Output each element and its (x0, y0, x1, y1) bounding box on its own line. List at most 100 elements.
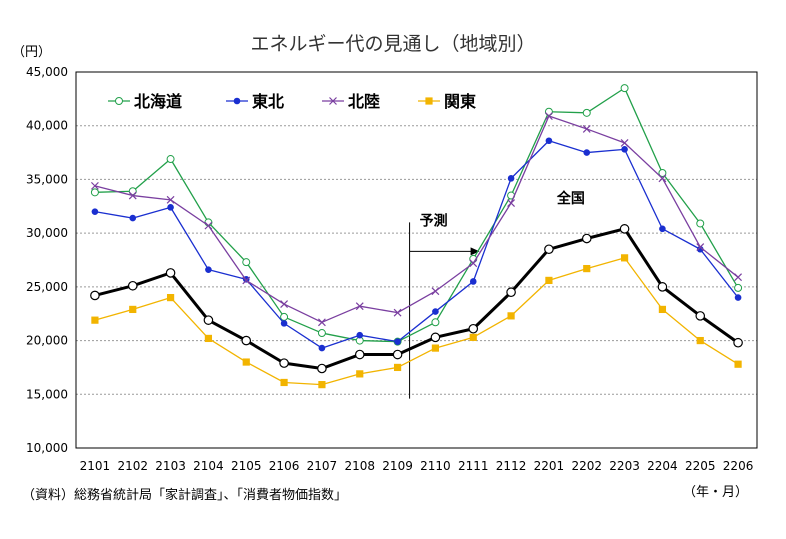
data-point (582, 108, 591, 117)
data-point (129, 305, 137, 314)
data-point (166, 195, 175, 204)
y-tick-label: 20,000 (26, 334, 68, 348)
x-tick-label: 2110 (420, 459, 451, 473)
data-point (620, 138, 629, 147)
data-point (127, 280, 138, 291)
data-point (544, 112, 553, 120)
data-point (432, 308, 439, 315)
y-tick-label: 15,000 (26, 387, 68, 401)
x-tick-label: 2206 (723, 459, 754, 473)
data-point (165, 268, 176, 278)
data-point (203, 315, 214, 325)
y-axis-unit-label: （円） (12, 45, 51, 60)
data-point (621, 146, 628, 153)
legend-item: 北海道 (108, 92, 182, 111)
data-point (658, 168, 667, 177)
data-point (318, 344, 326, 352)
data-point (507, 175, 515, 182)
source-note: （資料）総務省統計局「家計調査」、「消費者物価指数」 (22, 487, 347, 503)
data-point (393, 363, 402, 372)
legend-label: 関東 (444, 92, 476, 111)
data-point (354, 349, 365, 360)
x-tick-label: 2108 (344, 459, 375, 473)
x-tick-label: 2103 (155, 459, 186, 473)
data-point (619, 224, 630, 234)
y-tick-label: 40,000 (26, 119, 68, 133)
data-point (431, 344, 440, 352)
series-line (94, 115, 739, 323)
data-point (469, 259, 478, 268)
data-point (280, 300, 289, 308)
data-point (583, 264, 591, 273)
x-tick-label: 2111 (458, 459, 489, 473)
x-tick-label: 2106 (269, 459, 300, 473)
data-point (356, 331, 364, 339)
data-point (469, 333, 477, 341)
legend-label: 北陸 (348, 92, 380, 111)
data-point (90, 290, 100, 301)
data-point (166, 294, 175, 302)
data-point (280, 312, 289, 321)
data-point (128, 191, 137, 200)
data-point (507, 312, 515, 320)
data-point (658, 305, 667, 314)
data-point (279, 358, 289, 368)
data-point (392, 349, 403, 360)
x-tick-label: 2201 (534, 459, 565, 473)
forecast-marker: 予測 (409, 212, 480, 399)
data-point (657, 282, 668, 292)
series-3 (90, 112, 743, 327)
data-point (506, 287, 516, 298)
data-point (431, 287, 440, 296)
data-point (696, 243, 705, 252)
data-point (242, 276, 251, 285)
legend-item: 北陸 (322, 92, 380, 111)
plot-area-border (75, 71, 758, 449)
data-point (733, 337, 743, 348)
series-lines (90, 84, 743, 389)
data-point (425, 97, 433, 105)
data-point (233, 97, 241, 105)
series-2 (91, 137, 742, 352)
x-tick-label: 2112 (496, 459, 527, 473)
data-point (91, 208, 99, 215)
x-axis-unit-label: （年・月） (683, 485, 748, 500)
data-point (355, 302, 364, 311)
x-tick-label: 2107 (307, 459, 338, 473)
series-line (94, 140, 739, 349)
data-point (90, 188, 99, 197)
legend-label: 北海道 (134, 92, 182, 111)
x-tick-label: 2205 (685, 459, 716, 473)
data-point (734, 283, 743, 292)
data-point (659, 225, 666, 233)
data-point (658, 174, 667, 183)
series-line (94, 87, 739, 343)
y-tick-label: 35,000 (26, 172, 68, 186)
data-point (167, 204, 174, 211)
data-point (129, 214, 137, 222)
data-point (115, 97, 123, 105)
x-tick-label: 2102 (117, 459, 148, 473)
legend-item: 関東 (418, 92, 476, 111)
x-tick-label: 2202 (571, 459, 602, 473)
data-point (430, 332, 441, 343)
data-point (242, 258, 251, 267)
y-tick-label: 45,000 (26, 65, 68, 79)
x-tick-labels: 2101 2102 2103 2104 2105 2106 2107 2108 2109 2110… (80, 459, 754, 473)
x-tick-label: 2105 (231, 459, 262, 473)
data-point (166, 155, 175, 164)
data-point (280, 320, 288, 327)
data-point (734, 360, 742, 368)
data-point (545, 276, 553, 285)
x-tick-label: 2104 (193, 459, 224, 473)
data-point (544, 244, 554, 255)
data-point (734, 273, 743, 282)
data-point (205, 266, 212, 273)
data-point (620, 84, 629, 93)
data-point (620, 254, 629, 262)
forecast-arrow-head-icon (470, 247, 480, 256)
data-point (91, 316, 99, 324)
series-4 (91, 254, 742, 389)
data-point (241, 335, 252, 346)
